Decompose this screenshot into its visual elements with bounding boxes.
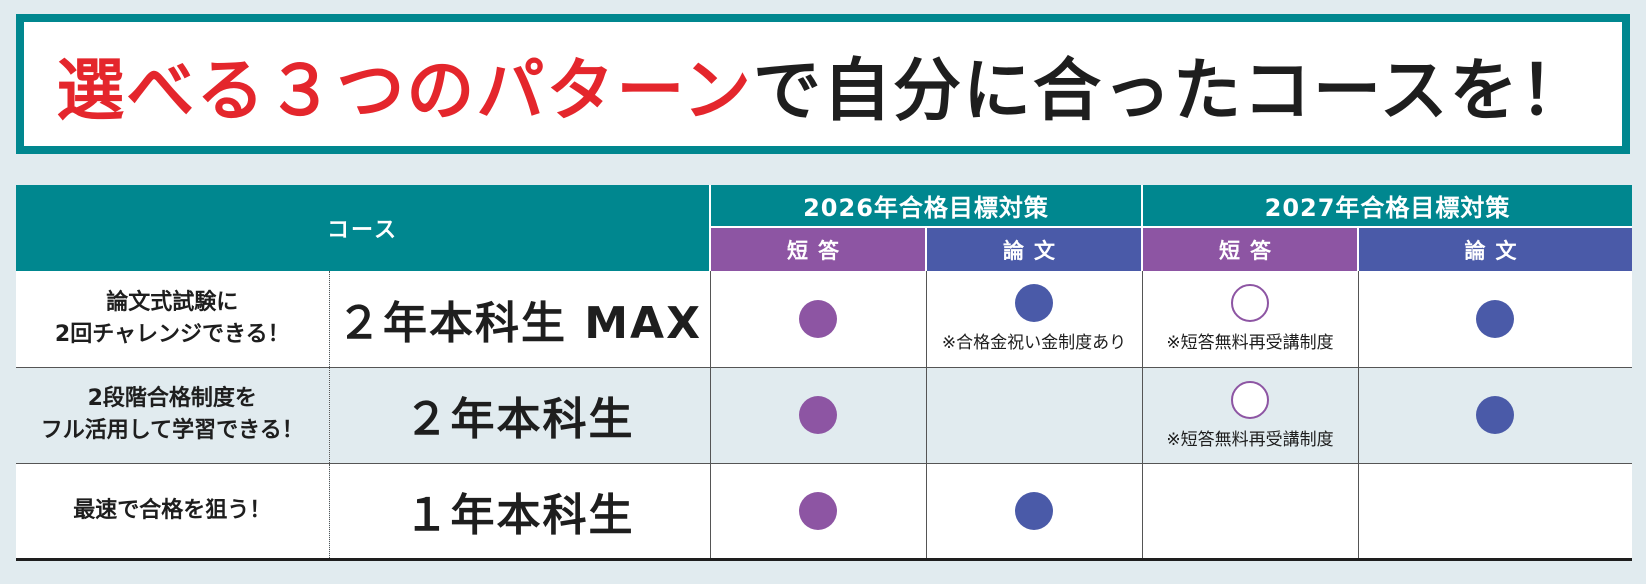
table-row: 最速で合格を狙う！ １年本科生 <box>16 463 1633 561</box>
header-2026-short-answer: 短答 <box>710 227 927 271</box>
cell-2026-short <box>710 463 927 561</box>
cell-2027-short: ※短答無料再受講制度 <box>1142 367 1359 464</box>
cell-note: ※合格金祝い金制度あり <box>941 333 1127 354</box>
header-2027-short-answer: 短答 <box>1142 227 1360 271</box>
course-description: 最速で合格を狙う！ <box>16 463 330 561</box>
description-line: フル活用して学習できる！ <box>40 418 304 443</box>
cell-2027-short: ※短答無料再受講制度 <box>1142 271 1359 368</box>
headline-highlight: 選べる３つのパターン <box>56 51 753 131</box>
open-circle-icon <box>1231 380 1270 419</box>
course-name: ２年本科生 <box>329 367 711 464</box>
headline-rest: で自分に合ったコースを！ <box>753 51 1590 131</box>
description-line: 最速で合格を狙う！ <box>73 497 272 523</box>
filled-circle-icon <box>1476 299 1515 338</box>
open-circle-icon <box>1231 284 1270 323</box>
header-year-2026: 2026年合格目標対策 <box>710 185 1144 228</box>
header-2026-essay: 論文 <box>926 227 1144 271</box>
filled-circle-icon <box>1476 396 1515 434</box>
table-row: 2段階合格制度を フル活用して学習できる！ ２年本科生 ※短答無料再受講制度 <box>16 367 1633 464</box>
cell-2026-essay <box>926 463 1143 561</box>
cell-2027-essay <box>1358 463 1633 561</box>
description-line: 2段階合格制度を <box>87 386 257 411</box>
cell-2027-essay <box>1358 271 1633 368</box>
course-name: １年本科生 <box>329 463 711 561</box>
filled-circle-icon <box>799 396 837 434</box>
headline-banner: 選べる３つのパターンで自分に合ったコースを！ <box>16 14 1630 154</box>
description-line: 2回チャレンジできる！ <box>54 321 290 347</box>
course-description: 2段階合格制度を フル活用して学習できる！ <box>16 367 330 464</box>
header-2027-essay: 論文 <box>1358 227 1633 271</box>
cell-2026-short <box>710 271 927 368</box>
table-row: 論文式試験に 2回チャレンジできる！ ２年本科生 MAX ※合格金祝い金制度あり… <box>16 271 1633 368</box>
cell-2027-short <box>1142 463 1359 561</box>
cell-2026-essay <box>926 367 1143 464</box>
cell-note: ※短答無料再受講制度 <box>1166 333 1334 354</box>
cell-note: ※短答無料再受講制度 <box>1166 429 1334 450</box>
description-line: 論文式試験に <box>106 289 239 315</box>
cell-2027-essay <box>1358 367 1633 464</box>
headline: 選べる３つのパターンで自分に合ったコースを！ <box>56 35 1589 134</box>
filled-circle-icon <box>1015 284 1053 323</box>
header-course: コース <box>16 185 711 271</box>
filled-circle-icon <box>799 299 837 338</box>
cell-2026-short <box>710 367 927 464</box>
cell-2026-essay: ※合格金祝い金制度あり <box>926 271 1143 368</box>
course-description: 論文式試験に 2回チャレンジできる！ <box>16 271 330 368</box>
course-name: ２年本科生 MAX <box>329 271 711 368</box>
course-comparison-table: コース 2026年合格目標対策 2027年合格目標対策 短答 論文 短答 論文 … <box>16 185 1633 561</box>
filled-circle-icon <box>799 491 837 530</box>
header-year-2027: 2027年合格目標対策 <box>1142 185 1633 228</box>
filled-circle-icon <box>1015 491 1053 530</box>
